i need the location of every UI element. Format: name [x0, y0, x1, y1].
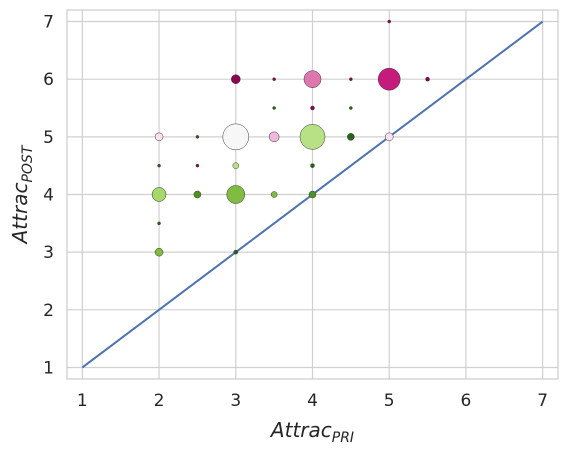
- data-point: [272, 77, 276, 81]
- data-point: [377, 67, 401, 91]
- x-tick-label: 6: [461, 391, 472, 411]
- data-point: [232, 162, 240, 169]
- y-axis-label: AttracPOST: [8, 144, 36, 245]
- y-axis-label-subscript: POST: [20, 144, 36, 182]
- data-point: [226, 185, 246, 204]
- data-point: [195, 163, 200, 168]
- data-point: [349, 106, 353, 110]
- data-point: [193, 190, 202, 199]
- y-tick-labels: 1 2 3 4 5 6 7: [43, 13, 54, 379]
- data-point: [222, 123, 250, 151]
- data-point: [310, 163, 315, 168]
- data-point: [425, 76, 430, 82]
- data-point: [347, 133, 355, 141]
- data-point: [349, 77, 353, 81]
- data-point: [195, 135, 200, 139]
- data-point: [384, 132, 394, 142]
- x-tick-labels: 1 2 3 4 5 6 7: [77, 391, 548, 411]
- data-point: [270, 191, 278, 198]
- data-point: [157, 163, 161, 168]
- data-point: [308, 190, 317, 199]
- x-tick-label: 7: [537, 391, 548, 411]
- plot-frame: [66, 9, 559, 380]
- y-tick-label: 2: [43, 301, 54, 321]
- x-tick-label: 5: [384, 391, 395, 411]
- y-tick-label: 3: [43, 243, 54, 263]
- y-tick-label: 4: [43, 186, 54, 206]
- data-point: [151, 187, 167, 202]
- data-point: [299, 124, 326, 150]
- data-points: [151, 19, 430, 257]
- y-tick-label: 6: [43, 70, 54, 90]
- data-point: [303, 70, 322, 88]
- data-point: [310, 105, 315, 111]
- data-point: [231, 74, 241, 84]
- data-point: [154, 132, 164, 142]
- x-axis-label-subscript: PRI: [332, 430, 354, 446]
- data-point: [233, 249, 239, 255]
- x-tick-label: 3: [230, 391, 241, 411]
- data-point: [387, 19, 391, 24]
- y-axis-label-main: Attrac: [8, 183, 32, 246]
- y-tick-label: 7: [43, 13, 54, 33]
- data-point: [154, 247, 164, 257]
- x-axis-label-main: Attrac: [269, 418, 332, 442]
- y-tick-label: 1: [43, 358, 54, 378]
- data-point: [272, 106, 276, 110]
- x-tick-label: 4: [307, 391, 318, 411]
- data-point: [268, 131, 280, 143]
- x-tick-label: 2: [154, 391, 165, 411]
- x-axis-label: AttracPRI: [269, 418, 354, 446]
- x-tick-label: 1: [77, 391, 88, 411]
- y-tick-label: 5: [43, 128, 54, 148]
- data-point: [157, 221, 161, 226]
